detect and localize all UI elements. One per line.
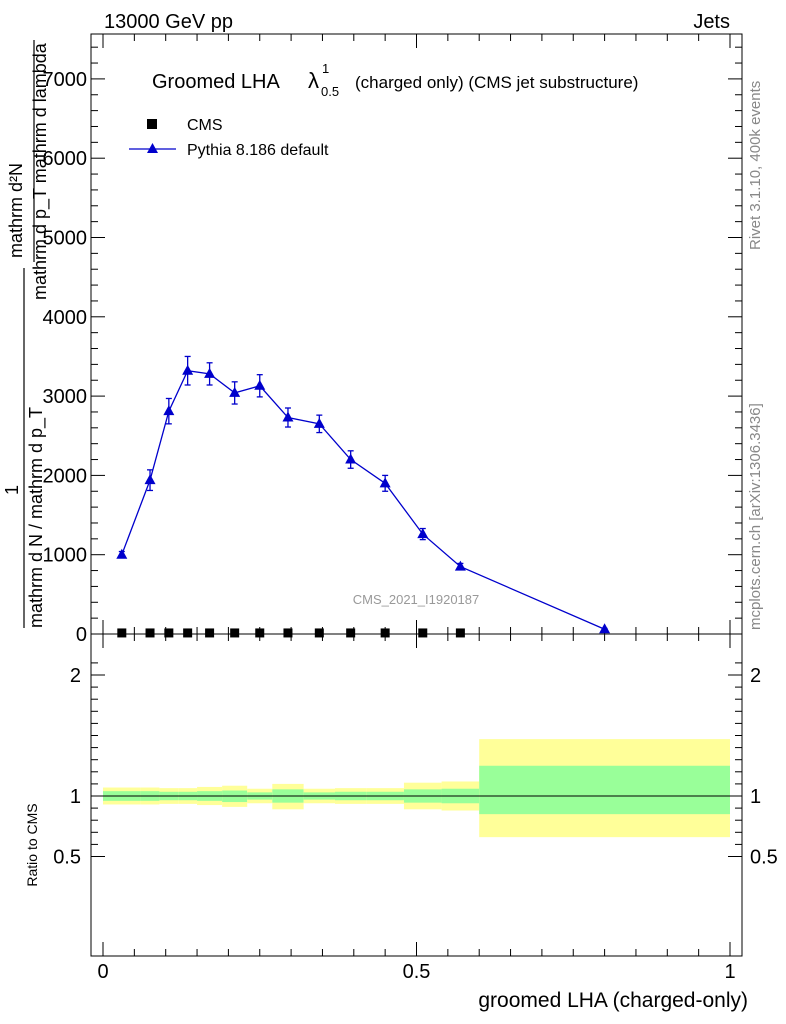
mc-point bbox=[345, 453, 357, 464]
ratio-y-tick-label-right: 1 bbox=[750, 786, 761, 808]
energy-label: 13000 GeV pp bbox=[104, 11, 233, 33]
main-y-tick-label: 7000 bbox=[43, 69, 88, 91]
ratio-y-tick-label-right: 2 bbox=[750, 665, 761, 687]
ratio-x-tick-label: 1 bbox=[724, 961, 735, 983]
legend: CMS Pythia 8.186 default bbox=[129, 117, 329, 159]
main-y-tick-label: 1000 bbox=[43, 545, 88, 567]
mc-point bbox=[379, 477, 391, 488]
ylabel-one: 1 bbox=[2, 485, 22, 495]
cms-point bbox=[283, 628, 293, 638]
ratio-y-tick-label-right: 0.5 bbox=[750, 847, 778, 869]
main-y-axis-label: mathrm d²N mathrm d p_T mathrm d lambda … bbox=[2, 40, 51, 628]
mc-point bbox=[282, 411, 294, 422]
title-subscript: 0.5 bbox=[321, 84, 339, 99]
ylabel-lower: mathrm d N / mathrm d p_T bbox=[26, 407, 47, 628]
main-y-tick-label: 3000 bbox=[43, 386, 88, 408]
main-y-tick-label: 5000 bbox=[43, 228, 88, 250]
cms-point bbox=[205, 628, 215, 638]
process-label: Jets bbox=[693, 11, 730, 33]
title-symbol: λ bbox=[308, 68, 319, 93]
ratio-y-tick-label: 2 bbox=[70, 665, 81, 687]
mcplots-label: mcplots.cern.ch [arXiv:1306.3436] bbox=[747, 403, 764, 630]
ratio-y-tick-label: 1 bbox=[70, 786, 81, 808]
legend-cms-label: CMS bbox=[187, 117, 223, 134]
ratio-ylabel: Ratio to CMS bbox=[24, 803, 40, 886]
mc-point bbox=[313, 417, 325, 428]
cms-point bbox=[117, 628, 127, 638]
mc-point bbox=[454, 560, 466, 571]
chart-title: Groomed LHA λ 1 0.5 (charged only) (CMS … bbox=[152, 61, 638, 99]
cms-point bbox=[455, 628, 465, 638]
ratio-x-axis: 0 0.5 1 bbox=[97, 634, 736, 983]
title-main: Groomed LHA bbox=[152, 71, 280, 93]
cms-point bbox=[314, 628, 324, 638]
main-y-tick-label: 2000 bbox=[43, 465, 88, 487]
main-y-axis: 0 1000 2000 3000 4000 5000 6000 7000 bbox=[43, 46, 742, 646]
cms-point bbox=[145, 628, 155, 638]
main-y-tick-label: 4000 bbox=[43, 307, 88, 329]
mc-point bbox=[229, 386, 241, 397]
rivet-label: Rivet 3.1.10, 400k events bbox=[747, 81, 764, 250]
watermark: CMS_2021_I1920187 bbox=[353, 592, 480, 607]
mc-point bbox=[599, 623, 611, 634]
main-series bbox=[116, 355, 611, 638]
ylabel-top-numerator: mathrm d²N bbox=[6, 163, 26, 258]
cms-point bbox=[230, 628, 240, 638]
main-y-tick-label: 0 bbox=[76, 624, 87, 646]
cms-point bbox=[380, 628, 390, 638]
mc-point bbox=[417, 528, 429, 539]
ratio-x-tick-label: 0.5 bbox=[403, 961, 431, 983]
cms-point bbox=[418, 628, 428, 638]
ratio-band-inner bbox=[479, 765, 730, 815]
mc-point bbox=[204, 367, 216, 378]
main-panel: 0 1000 2000 3000 4000 5000 6000 7000 CMS_2021_I… bbox=[43, 33, 743, 646]
cms-point bbox=[255, 628, 265, 638]
mc-point bbox=[254, 379, 266, 390]
x-axis-title: groomed LHA (charged-only) bbox=[478, 989, 748, 1012]
legend-pythia-marker bbox=[147, 143, 158, 153]
mc-point bbox=[182, 364, 194, 375]
ratio-y-tick-label: 0.5 bbox=[53, 847, 81, 869]
cms-point bbox=[183, 628, 193, 638]
title-superscript: 1 bbox=[322, 61, 329, 76]
mc-point bbox=[163, 405, 175, 416]
ylabel-top-denominator: mathrm d p_T mathrm d lambda bbox=[30, 42, 51, 300]
ratio-bands bbox=[103, 739, 730, 838]
ratio-y-axis: 0.5 0.5 1 1 2 2 bbox=[53, 662, 778, 869]
mc-point bbox=[144, 474, 156, 485]
legend-pythia-label: Pythia 8.186 default bbox=[187, 142, 329, 159]
cms-point bbox=[164, 628, 174, 638]
ratio-x-tick-label: 0 bbox=[97, 961, 108, 983]
legend-cms-marker bbox=[147, 119, 157, 129]
cms-point bbox=[346, 628, 356, 638]
main-y-tick-label: 6000 bbox=[43, 148, 88, 170]
mc-line bbox=[121, 370, 605, 630]
ratio-panel: 0.5 0.51 12 2 0 0.5 1 bbox=[53, 633, 778, 983]
title-suffix: (charged only) (CMS jet substructure) bbox=[355, 73, 638, 92]
mc-point bbox=[116, 548, 128, 559]
main-x-axis bbox=[102, 34, 731, 634]
